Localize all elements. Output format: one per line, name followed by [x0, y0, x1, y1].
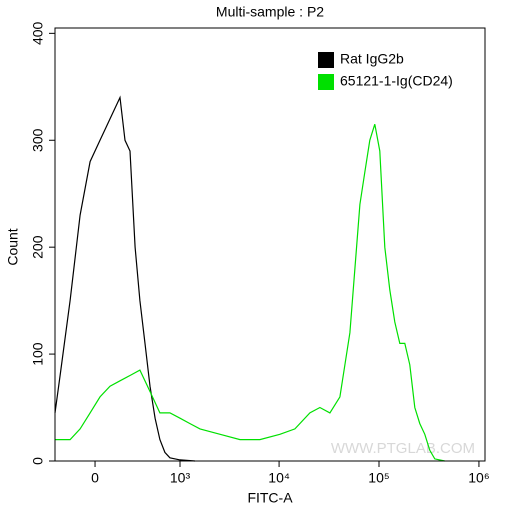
x-tick-label: 10⁴: [268, 470, 290, 486]
y-tick-label: 0: [30, 457, 46, 465]
x-tick-label: 10⁶: [468, 470, 489, 486]
x-tick-label: 10⁵: [368, 470, 389, 486]
y-axis-label: Count: [5, 228, 21, 265]
y-tick-label: 400: [30, 21, 46, 45]
plot-frame: [54, 27, 486, 462]
legend-label: Rat IgG2b: [340, 51, 404, 67]
y-tick-label: 200: [30, 235, 46, 259]
x-tick-label: 0: [91, 470, 99, 486]
histogram-line: [54, 95, 196, 462]
legend-label: 65121-1-Ig(CD24): [340, 73, 453, 89]
watermark: WWW.PTGLAB.COM: [331, 440, 475, 457]
y-tick-label: 100: [30, 342, 46, 366]
histogram-line: [55, 124, 445, 462]
y-tick-label: 300: [30, 128, 46, 152]
legend-swatch: [318, 52, 334, 68]
legend-swatch: [318, 74, 334, 90]
x-axis-label: FITC-A: [247, 490, 293, 506]
x-tick-label: 10³: [170, 470, 191, 486]
chart-title: Multi-sample : P2: [216, 4, 324, 20]
